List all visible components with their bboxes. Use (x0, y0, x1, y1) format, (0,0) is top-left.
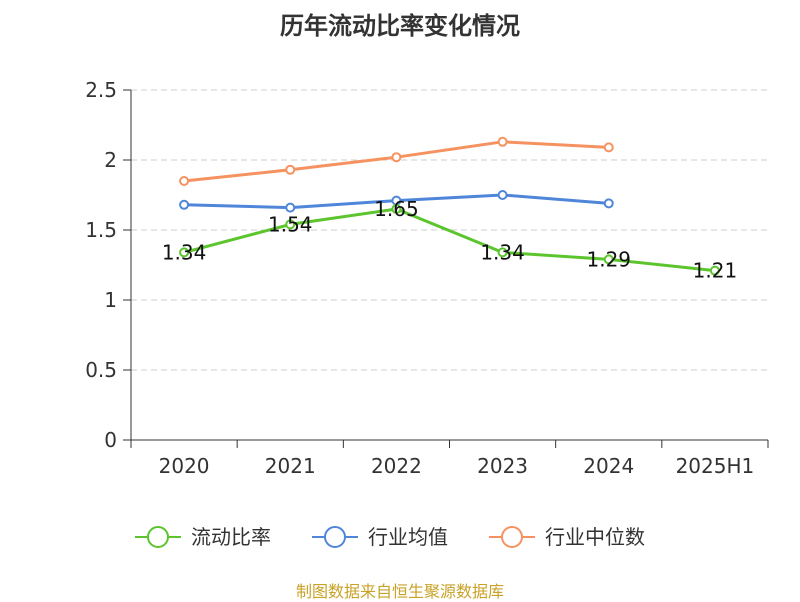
legend[interactable]: 流动比率 行业均值 行业中位数 (135, 525, 645, 549)
data-label: 1.21 (693, 259, 738, 283)
data-point-行业中位数 (179, 176, 190, 186)
legend-marker-行业中位数 (501, 526, 523, 548)
data-label: 1.29 (586, 247, 631, 271)
data-point-流动比率 (285, 219, 296, 230)
source-note: 制图数据来自恒生聚源数据库 (295, 582, 504, 601)
legend-label-行业均值: 行业均值 (368, 525, 448, 549)
data-point-行业中位数 (285, 164, 296, 175)
data-label: 1.54 (268, 212, 313, 236)
data-point-行业中位数 (497, 136, 508, 147)
legend-label-行业中位数: 行业中位数 (545, 525, 645, 549)
grid-lines (131, 89, 768, 371)
data-point-流动比率 (179, 247, 190, 258)
y-tick-label-0: 0 (104, 428, 117, 452)
data-point-流动比率 (391, 204, 402, 214)
data-label: 1.34 (162, 240, 207, 264)
data-labels: 1.34 1.54 1.65 1.34 1.29 1.21 (162, 197, 737, 283)
data-point-流动比率 (497, 247, 508, 258)
series-line-流动比率 (183, 207, 716, 273)
legend-marker-流动比率 (147, 526, 169, 548)
data-point-流动比率 (603, 254, 614, 265)
y-tick-label-1.5: 1.5 (85, 218, 117, 242)
data-label: 1.65 (374, 197, 419, 221)
data-point-行业均值 (603, 198, 614, 209)
data-point-流动比率 (709, 265, 720, 276)
chart-title: 历年流动比率变化情况 (280, 12, 520, 40)
x-tick-label-2024: 2024 (583, 454, 634, 478)
data-point-行业均值 (497, 190, 508, 200)
y-tick-label-2.5: 2.5 (85, 78, 117, 102)
x-tick-label-2020: 2020 (159, 454, 210, 478)
data-point-行业均值 (179, 199, 190, 210)
legend-label-流动比率: 流动比率 (191, 525, 271, 549)
x-tick-label-2025H1: 2025H1 (676, 454, 755, 478)
x-tick-label-2022: 2022 (371, 454, 422, 478)
x-tick-label-2023: 2023 (477, 454, 528, 478)
y-tick-label-2: 2 (104, 148, 117, 172)
legend-marker-行业均值 (324, 526, 346, 548)
data-label: 1.34 (480, 240, 525, 264)
y-tick-label-1: 1 (104, 288, 117, 312)
axes: 0 0.5 1 1.5 2 2.5 2020 2021 2022 2023 2024 2025H1 (85, 78, 769, 478)
data-point-行业均值 (285, 202, 296, 213)
series-lines (179, 136, 720, 276)
x-tick-label-2021: 2021 (265, 454, 316, 478)
data-point-行业中位数 (603, 142, 614, 153)
data-point-行业中位数 (391, 152, 402, 163)
y-tick-label-0.5: 0.5 (85, 358, 117, 382)
